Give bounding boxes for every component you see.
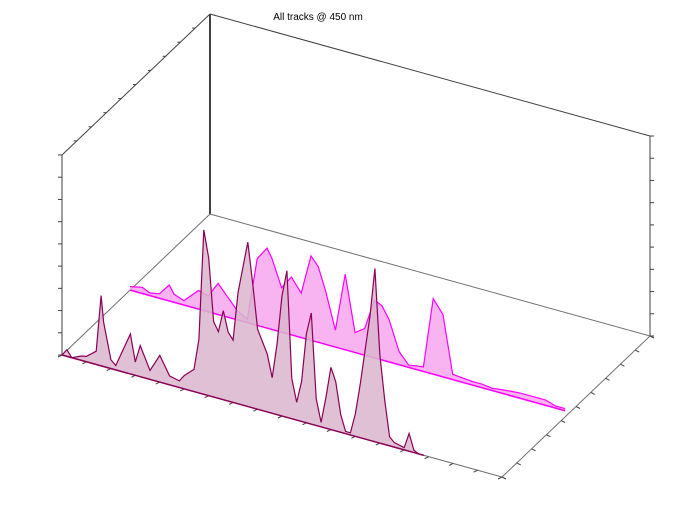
mm-axis-tick (634, 349, 640, 353)
series-1-baseline (61, 354, 424, 457)
mm-axis-tick (531, 448, 536, 452)
rf-axis-tick (57, 354, 63, 358)
mm-axis-tick (546, 434, 551, 438)
mm-axis-tick (560, 420, 566, 424)
rf-axis-tick (424, 456, 429, 460)
series-1-area (62, 229, 424, 456)
series-layer (61, 229, 566, 457)
mm-axis-tick (590, 391, 596, 395)
series-1-line (61, 229, 424, 456)
rf-axis-tick (448, 462, 454, 466)
rf-axis-tick (473, 469, 478, 473)
rf-axis-tick (497, 476, 503, 480)
chart-title: All tracks @ 450 nm (273, 12, 363, 23)
mm-axis-tick (516, 462, 522, 466)
back-bottom-edge (209, 213, 651, 337)
mm-axis-tick (649, 335, 655, 339)
left-bottom-edge (61, 213, 211, 356)
mm-axis-tick (575, 406, 581, 409)
back-top-edge (209, 13, 651, 137)
series-0-area (130, 248, 566, 411)
mm-axis-tick (620, 363, 625, 367)
mm-axis-tick (501, 476, 507, 480)
mm-axis-tick (605, 377, 610, 381)
